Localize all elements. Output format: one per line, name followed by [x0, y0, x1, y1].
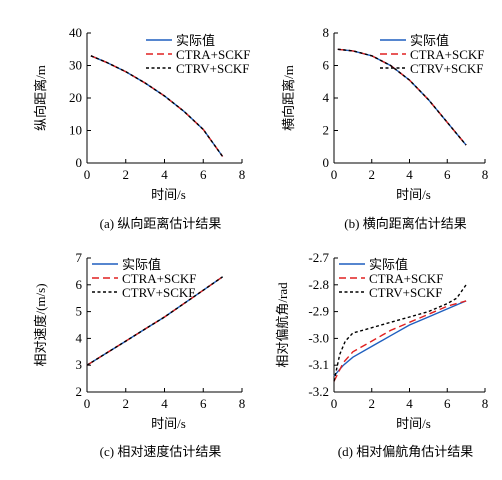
y-axis-label: 横向距离/m	[281, 65, 296, 131]
y-axis-label: 相对偏航角/rad	[275, 282, 290, 368]
y-axis-label: 纵向距离/m	[33, 65, 48, 131]
y-tick-label: 4	[76, 330, 83, 345]
x-axis-label: 时间/s	[151, 187, 186, 202]
legend-label-ctra: CTRA+SCKF	[369, 271, 444, 286]
series-line-ctrv	[90, 55, 224, 157]
legend-label-ctra: CTRA+SCKF	[122, 271, 197, 286]
x-tick-label: 4	[406, 396, 413, 411]
chart-panel-a: 0 2 4 6 8 0 10 20 30 40 时间/s 纵向距离/m 实际值CTRA+SCKFCTRV…	[33, 25, 251, 231]
x-tick-label: 8	[239, 396, 246, 411]
legend-label-actual: 实际值	[369, 257, 408, 272]
x-tick-label: 0	[331, 167, 338, 182]
legend-label-ctra: CTRA+SCKF	[410, 47, 485, 62]
x-tick-label: 2	[369, 396, 376, 411]
y-tick-label: 10	[69, 123, 82, 138]
chart-panel-b: 0 2 4 6 8 0 2 4 6 8 时间/s 横向距离/m 实际值CTRA+SCKFCTRV+SCK…	[281, 25, 488, 231]
x-tick-label: 8	[239, 167, 246, 182]
y-tick-label: 2	[323, 123, 330, 138]
series-line-actual	[333, 300, 467, 377]
y-tick-label: 5	[76, 304, 83, 319]
legend-label-ctrv: CTRV+SCKF	[369, 285, 442, 300]
chart-panel-c: 0 2 4 6 8234567时间/s相对速度/(m/s)实际值CTRA+SCKFCTR…	[33, 250, 245, 459]
y-tick-label: -2.7	[308, 250, 329, 265]
x-tick-label: 2	[123, 396, 130, 411]
y-axis-label: 相对速度/(m/s)	[33, 283, 48, 366]
x-tick-label: 6	[444, 396, 451, 411]
x-tick-label: 8	[482, 167, 489, 182]
x-tick-label: 4	[406, 167, 413, 182]
x-tick-label: 6	[444, 167, 451, 182]
x-tick-label: 2	[123, 167, 130, 182]
y-tick-label: 0	[323, 155, 330, 170]
y-tick-label: -3.0	[308, 330, 329, 345]
series-line-ctrv	[86, 276, 223, 366]
y-tick-label: 8	[323, 25, 330, 40]
panel-caption: (a) 纵向距离估计结果	[100, 216, 222, 231]
legend-label-actual: 实际值	[122, 257, 161, 272]
y-tick-label: 0	[76, 155, 83, 170]
x-tick-label: 0	[331, 396, 338, 411]
x-tick-label: 6	[200, 396, 207, 411]
y-tick-label: 2	[76, 384, 83, 399]
legend-label-ctrv: CTRV+SCKF	[122, 285, 195, 300]
series-line-ctrv	[337, 48, 467, 146]
y-tick-label: 6	[323, 58, 330, 73]
legend-label-ctra: CTRA+SCKF	[176, 47, 251, 62]
x-tick-label: 0	[84, 396, 91, 411]
y-tick-label: 40	[69, 25, 82, 40]
y-tick-label: 20	[69, 90, 82, 105]
panel-caption: (c) 相对速度估计结果	[100, 444, 222, 459]
y-tick-label: -3.1	[308, 357, 329, 372]
legend-label-ctrv: CTRV+SCKF	[410, 61, 483, 76]
x-tick-label: 4	[161, 167, 168, 182]
y-tick-label: -3.2	[308, 384, 329, 399]
x-tick-label: 2	[369, 167, 376, 182]
x-tick-label: 4	[161, 396, 168, 411]
series-line-ctrv	[333, 284, 467, 382]
legend-label-actual: 实际值	[410, 33, 449, 48]
x-axis-label: 时间/s	[151, 416, 186, 431]
chart-panel-d: 0 2 4 6 8 -3.2 -3.1 -3.0 -2.9 -2.8 -2.7 时间/s 相对偏航角/r…	[275, 250, 488, 459]
y-tick-label: 4	[323, 90, 330, 105]
series-line-ctra	[333, 300, 467, 382]
x-tick-label: 8	[482, 396, 489, 411]
panel-caption: (d) 相对偏航角估计结果	[338, 444, 473, 459]
y-tick-label: 7	[76, 250, 83, 265]
legend-label-actual: 实际值	[176, 33, 215, 48]
legend-label-ctrv: CTRV+SCKF	[176, 61, 249, 76]
x-axis-label: 时间/s	[396, 416, 431, 431]
y-tick-label: 30	[69, 58, 82, 73]
x-tick-label: 0	[84, 167, 91, 182]
x-axis-label: 时间/s	[396, 187, 431, 202]
x-tick-label: 6	[200, 167, 207, 182]
y-tick-label: -2.8	[308, 277, 329, 292]
y-tick-label: 3	[76, 357, 83, 372]
y-tick-label: 6	[76, 277, 83, 292]
y-tick-label: -2.9	[308, 304, 329, 319]
panel-caption: (b) 横向距离估计结果	[344, 216, 466, 231]
